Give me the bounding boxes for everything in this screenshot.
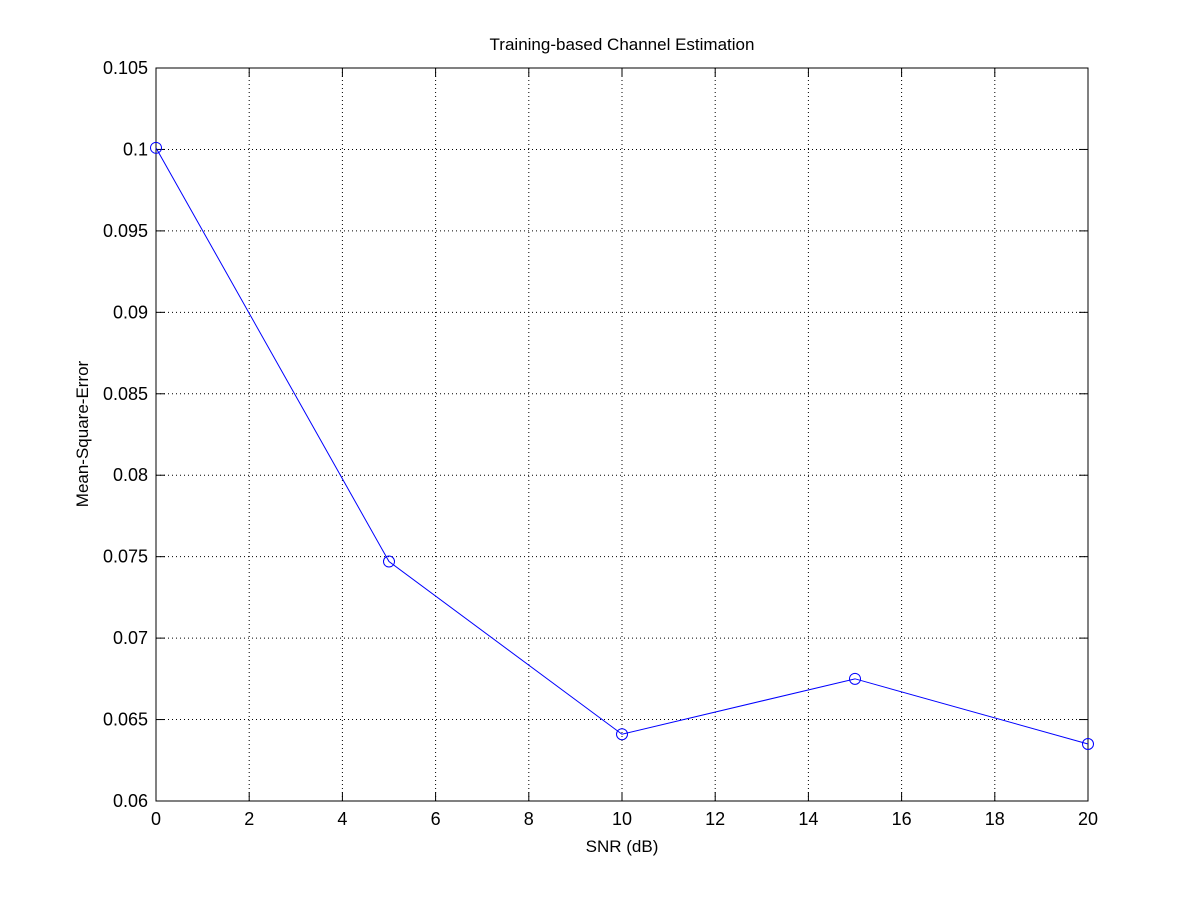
plot-area [156,68,1088,801]
series [150,141,1094,750]
data-point-marker [1082,737,1094,750]
x-tick-label: 0 [151,809,161,829]
x-axis-label: SNR (dB) [586,837,659,856]
ticks: 0 2 4 6 8 10 12 14 16 18 20 0.06 0.065 0.07 0.075 0.08 0… [103,58,1098,829]
y-tick-label: 0.07 [113,628,148,648]
data-point-marker [383,555,395,568]
y-tick-label: 0.1 [123,139,148,159]
y-tick-label: 0.075 [103,547,148,567]
data-point-marker [849,672,861,685]
data-point-marker [150,141,162,154]
y-tick-label: 0.095 [103,221,148,241]
y-axis-label: Mean-Square-Error [73,360,92,507]
x-tick-label: 6 [431,809,441,829]
y-tick-label: 0.09 [113,302,148,322]
x-tick-label: 2 [244,809,254,829]
grid [156,68,1088,801]
y-tick-label: 0.105 [103,58,148,78]
series-line [155,147,1089,745]
chart-title: Training-based Channel Estimation [490,35,755,54]
x-tick-label: 18 [985,809,1005,829]
x-tick-label: 12 [705,809,725,829]
y-tick-label: 0.065 [103,710,148,730]
x-tick-label: 10 [612,809,632,829]
y-tick-label: 0.085 [103,384,148,404]
x-tick-label: 14 [798,809,818,829]
x-tick-label: 20 [1078,809,1098,829]
x-tick-label: 4 [337,809,347,829]
y-tick-label: 0.08 [113,465,148,485]
x-tick-label: 16 [892,809,912,829]
y-tick-label: 0.06 [113,791,148,811]
data-point-marker [616,728,628,741]
x-tick-label: 8 [524,809,534,829]
